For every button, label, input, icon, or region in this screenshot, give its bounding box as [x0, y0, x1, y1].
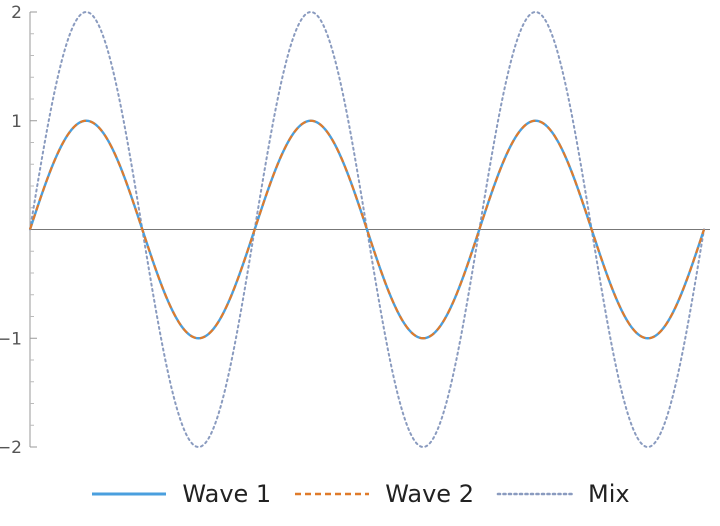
axes [29, 12, 710, 447]
legend-swatch [295, 492, 370, 496]
legend-swatch [496, 492, 574, 496]
y-ticks: −2 −1 1 2 [0, 3, 37, 458]
y-tick-label: 2 [11, 3, 22, 23]
legend-item: Wave 2 [293, 480, 474, 508]
chart: −2 −1 1 2 [0, 3, 710, 458]
legend-swatch [92, 492, 167, 496]
legend-item: Mix [496, 480, 630, 508]
legend: Wave 1 Wave 2 Mix [0, 470, 720, 518]
legend-item: Wave 1 [90, 480, 271, 508]
series-line-wave-2 [28, 119, 706, 340]
legend-label: Wave 1 [182, 480, 272, 508]
y-tick-label: −2 [0, 438, 22, 458]
legend-label: Mix [587, 480, 630, 508]
y-tick-label: 1 [11, 112, 22, 132]
y-tick-label: −1 [0, 329, 22, 349]
legend-label: Wave 2 [385, 480, 474, 508]
series-group [28, 10, 706, 449]
